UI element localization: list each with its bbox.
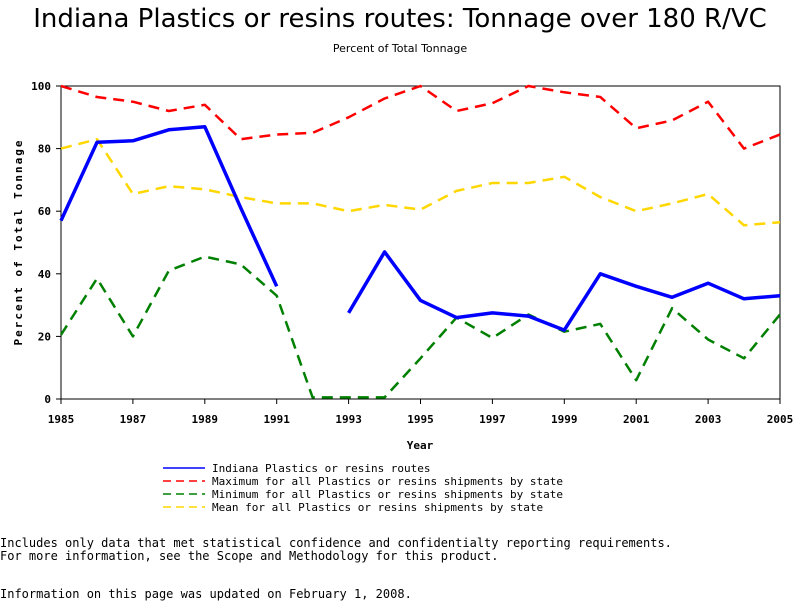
series-line-2 <box>59 255 781 399</box>
y-axis-label: Percent of Total Tonnage <box>12 139 25 346</box>
x-tick-label: 2005 <box>767 413 794 426</box>
y-tick-label: 80 <box>38 143 51 156</box>
x-tick-label: 1987 <box>120 413 147 426</box>
series-line-0 <box>347 250 781 332</box>
footnote-confidentiality: Includes only data that met statistical … <box>0 536 672 550</box>
x-tick-label: 2003 <box>695 413 722 426</box>
legend-label: Indiana Plastics or resins routes <box>212 462 431 475</box>
line-chart: 1985 1987 1989 1991 1993 1995 1997 1999 2001 2003… <box>12 80 793 514</box>
chart-subtitle: Percent of Total Tonnage <box>332 42 468 55</box>
x-tick-label: 1985 <box>48 413 75 426</box>
legend-label: Mean for all Plastics or resins shipment… <box>212 501 543 514</box>
series-line-1 <box>60 84 781 150</box>
series-line-3 <box>60 137 781 227</box>
series-line-0 <box>59 124 279 288</box>
x-tick-label: 1989 <box>192 413 219 426</box>
x-tick-label: 1999 <box>551 413 578 426</box>
footnote-updated: Information on this page was updated on … <box>0 587 412 601</box>
footnote-methodology: For more information, see the Scope and … <box>0 549 499 563</box>
legend-label: Maximum for all Plastics or resins shipm… <box>212 475 563 488</box>
x-axis-label: Year <box>407 439 434 452</box>
legend-label: Minimum for all Plastics or resins shipm… <box>212 488 563 501</box>
x-tick-label: 1995 <box>407 413 434 426</box>
y-tick-label: 0 <box>44 393 51 406</box>
x-tick-label: 1993 <box>335 413 362 426</box>
tick-layer: 1985 1987 1989 1991 1993 1995 1997 1999 2001 2003… <box>31 80 793 426</box>
y-tick-label: 40 <box>38 268 51 281</box>
x-tick-label: 2001 <box>623 413 650 426</box>
legend: Indiana Plastics or resins routesMaximum… <box>163 462 563 514</box>
chart-title: Indiana Plastics or resins routes: Tonna… <box>33 4 767 34</box>
y-tick-label: 60 <box>38 205 51 218</box>
y-tick-label: 100 <box>31 80 51 93</box>
plot-frame <box>60 85 781 400</box>
y-tick-label: 20 <box>38 330 51 343</box>
x-tick-label: 1991 <box>263 413 290 426</box>
series-layer <box>59 84 781 399</box>
x-tick-label: 1997 <box>479 413 506 426</box>
